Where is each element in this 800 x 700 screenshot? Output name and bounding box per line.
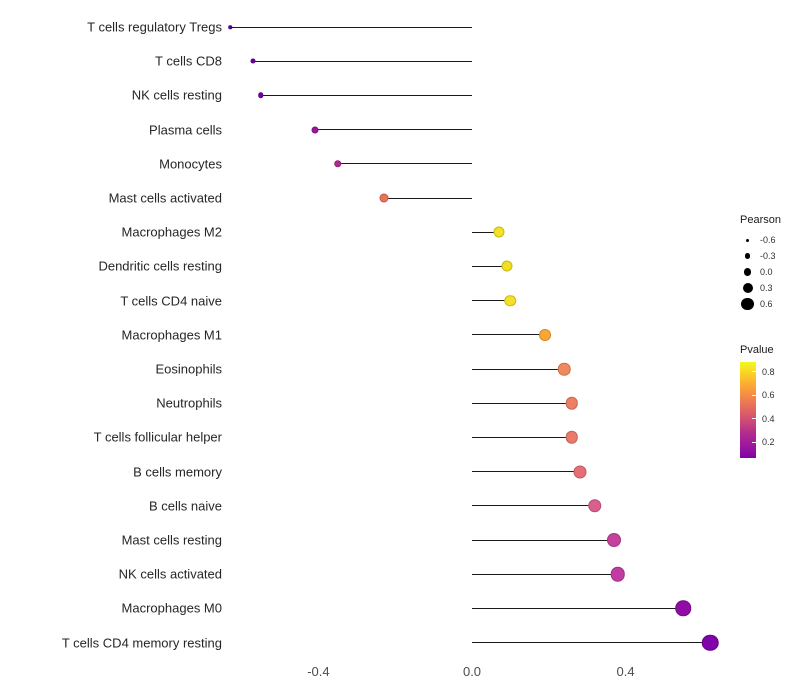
category-label: Monocytes <box>159 156 222 172</box>
stem-line <box>472 471 580 473</box>
data-point-dot <box>504 294 517 307</box>
data-point-dot <box>538 328 551 341</box>
legend-pvalue-color: Pvalue 0.8 0.6 0.4 0.2 <box>740 344 800 458</box>
stem-line <box>472 300 511 302</box>
legend-size-entry: -0.6 <box>740 232 800 248</box>
stem-line <box>260 94 472 96</box>
colorbar-label: 0.8 <box>762 366 775 377</box>
legend-size-dot <box>742 283 753 293</box>
category-label: Dendritic cells resting <box>98 258 222 274</box>
stem-line <box>230 26 472 28</box>
legend-size-entry: 0.6 <box>740 296 800 312</box>
stem-line <box>383 197 472 199</box>
stem-line <box>314 129 472 131</box>
x-tick-label: -0.4 <box>307 664 330 679</box>
legend-size-label: 0.6 <box>760 299 773 309</box>
colorbar-tick <box>752 371 756 373</box>
colorbar-tick <box>752 394 756 396</box>
colorbar-tick <box>752 441 756 443</box>
category-label: T cells follicular helper <box>93 429 222 445</box>
x-tick-label: 0.4 <box>616 664 635 679</box>
legend-size-rows: -0.6 -0.3 0.0 0.3 0.6 <box>740 232 800 312</box>
category-label: Macrophages M0 <box>121 600 222 616</box>
stem-line <box>472 505 595 507</box>
category-label: Mast cells resting <box>121 532 222 548</box>
colorbar-label: 0.6 <box>762 390 775 401</box>
stem-line <box>337 163 472 165</box>
data-point-dot <box>675 600 691 617</box>
legend-color-title: Pvalue <box>740 344 774 356</box>
stem-line <box>472 368 565 370</box>
legend-size-title: Pearson <box>740 214 781 226</box>
category-label: T cells CD4 naive <box>120 293 222 309</box>
data-point-dot <box>610 566 626 582</box>
category-label: T cells regulatory Tregs <box>87 19 222 35</box>
legend-size-dot-icon <box>740 281 755 296</box>
category-label: Macrophages M1 <box>121 327 222 343</box>
colorbar-tick <box>752 418 756 420</box>
data-point-dot <box>557 362 571 376</box>
colorbar-label: 0.4 <box>762 413 775 424</box>
data-point-dot <box>565 431 579 444</box>
legend-size-label: 0.3 <box>760 283 773 293</box>
stem-line <box>472 607 684 609</box>
legend-size-dot-icon <box>740 233 755 248</box>
legend-size-label: 0.0 <box>760 267 773 277</box>
legend-size-dot <box>741 297 754 311</box>
data-point-dot <box>333 160 342 168</box>
stem-line <box>472 642 711 644</box>
category-label: Macrophages M2 <box>121 224 222 240</box>
legend-size-entry: 0.0 <box>740 264 800 280</box>
category-label: Neutrophils <box>156 395 222 411</box>
stem-line <box>472 573 618 575</box>
legend-size-dot-icon <box>740 265 755 280</box>
pvalue-colorbar: 0.8 0.6 0.4 0.2 <box>740 362 775 458</box>
stem-line <box>472 334 545 336</box>
legend-size-label: -0.6 <box>760 235 776 245</box>
data-point-dot <box>565 396 579 410</box>
data-point-dot <box>501 260 513 272</box>
data-point-dot <box>573 465 587 479</box>
data-point-dot <box>258 92 264 99</box>
data-point-dot <box>250 58 256 64</box>
stem-line <box>472 402 572 404</box>
legend-size-dot <box>746 238 749 242</box>
stem-line <box>472 231 499 233</box>
category-label: NK cells activated <box>118 566 222 582</box>
legend-size-entry: 0.3 <box>740 280 800 296</box>
legend-size-dot <box>743 268 752 276</box>
data-point-dot <box>493 226 505 238</box>
category-label: Mast cells activated <box>108 190 222 206</box>
category-label: T cells CD4 memory resting <box>61 635 222 651</box>
legend-pearson-size: Pearson -0.6 -0.3 0.0 0.3 0.6 <box>740 214 800 312</box>
category-label: Plasma cells <box>149 122 222 138</box>
stem-line <box>472 436 572 438</box>
data-point-dot <box>379 193 389 203</box>
legend-size-dot-icon <box>740 297 755 312</box>
x-tick-label: 0.0 <box>462 664 482 679</box>
legend-size-dot-icon <box>740 249 755 264</box>
category-label: B cells naive <box>149 498 222 514</box>
category-label: Eosinophils <box>155 361 223 377</box>
data-point-dot <box>311 126 319 134</box>
category-label: NK cells resting <box>131 87 222 103</box>
data-point-dot <box>228 25 232 29</box>
colorbar-label: 0.2 <box>762 437 775 448</box>
data-point-dot <box>607 533 622 547</box>
legend-size-label: -0.3 <box>760 251 776 261</box>
stem-line <box>472 265 507 267</box>
category-label: B cells memory <box>133 464 222 480</box>
stem-line <box>472 539 615 541</box>
stem-line <box>253 60 472 62</box>
data-point-dot <box>701 634 719 651</box>
category-label: T cells CD8 <box>155 53 222 69</box>
legend-size-entry: -0.3 <box>740 248 800 264</box>
legend-size-dot <box>744 253 751 259</box>
data-point-dot <box>588 499 602 513</box>
